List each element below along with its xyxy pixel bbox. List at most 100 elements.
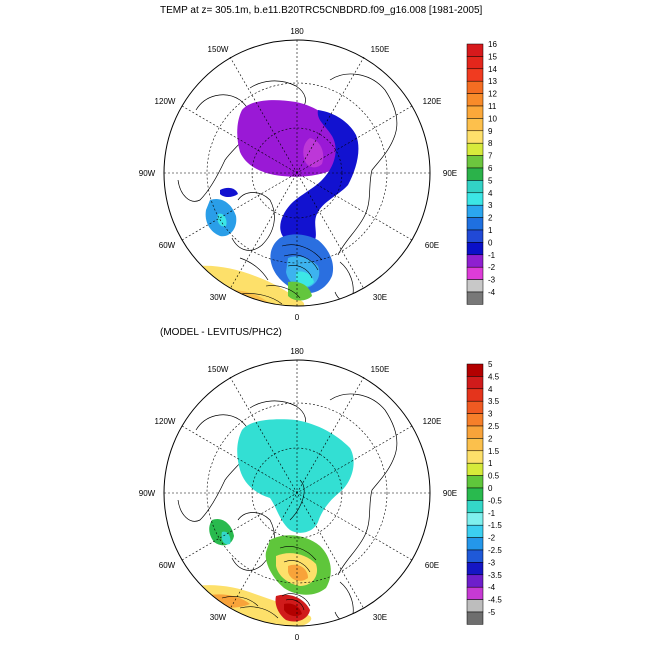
- colorbar-label: 11: [488, 102, 497, 111]
- map-bottom-boundary: [163, 359, 431, 627]
- map-bottom: 180 150E 120E 90E 60E 30E 0 30W 60W 90W …: [139, 347, 503, 642]
- colorbar-label: 2: [488, 434, 493, 443]
- colorbar-swatch: [466, 80, 484, 94]
- lon-label: 30W: [210, 293, 227, 302]
- colorbar-label: 1: [488, 226, 493, 235]
- lon-label: 150W: [208, 365, 229, 374]
- colorbar-label: -3: [488, 276, 496, 285]
- lon-label: 180: [290, 27, 304, 36]
- colorbar-swatch: [466, 279, 484, 293]
- colorbar-label: 1: [488, 459, 493, 468]
- colorbar-label: 3.5: [488, 397, 500, 406]
- colorbar-swatch: [466, 242, 484, 256]
- lon-labels-top: 180 150E 120E 90E 60E 30E 0 30W 60W 90W …: [139, 27, 457, 322]
- lon-label: 30W: [210, 613, 227, 622]
- colorbar-label: 0: [488, 484, 493, 493]
- lon-label: 60W: [159, 561, 176, 570]
- colorbar-label: -1: [488, 509, 496, 518]
- colorbar-swatch: [466, 487, 484, 501]
- map-top-boundary: [163, 39, 431, 307]
- colorbar-label: -2: [488, 534, 496, 543]
- colorbar-swatch: [466, 537, 484, 551]
- colorbar-swatch: [466, 204, 484, 218]
- panel-top-title: TEMP at z= 305.1m, b.e11.B20TRC5CNBDRD.f…: [160, 5, 483, 16]
- colorbar-bottom: 5 4.5 4 3.5 3 2.5 2 1.5 1 0.5 0 -0.5 -1 -1.5 -2 -2.5 -3 -…: [466, 360, 502, 625]
- lon-label: 120W: [155, 97, 176, 106]
- lon-label: 120E: [423, 97, 442, 106]
- lon-label: 60E: [425, 561, 439, 570]
- colorbar-label: 4: [488, 189, 493, 198]
- colorbar-label: 8: [488, 139, 493, 148]
- colorbar-label: 3: [488, 201, 493, 210]
- colorbar-swatch: [466, 611, 484, 625]
- colorbar-label: 7: [488, 152, 493, 161]
- lon-label: 0: [295, 313, 300, 322]
- coastline-top: [177, 73, 398, 303]
- colorbar-label: -2.5: [488, 546, 502, 555]
- lon-label: 90E: [443, 169, 457, 178]
- colorbar-swatch: [466, 574, 484, 588]
- colorbar-swatch: [466, 167, 484, 181]
- lon-label: 60W: [159, 241, 176, 250]
- colorbar-swatch: [466, 475, 484, 489]
- colorbar-label: 0.5: [488, 472, 500, 481]
- colorbar-label: 14: [488, 65, 497, 74]
- anomaly-labrador-cyan: [221, 531, 231, 545]
- colorbar-swatch: [466, 549, 484, 563]
- colorbar-label: 16: [488, 40, 497, 49]
- lon-label: 90E: [443, 489, 457, 498]
- colorbar-swatch: [466, 266, 484, 280]
- colorbar-swatch: [466, 363, 484, 377]
- colorbar-swatch: [466, 599, 484, 613]
- lon-label: 60E: [425, 241, 439, 250]
- colorbar-swatch: [466, 105, 484, 119]
- colorbar-swatch: [466, 68, 484, 82]
- colorbar-swatch: [466, 291, 484, 305]
- field-labrador-cyan: [217, 213, 227, 227]
- colorbar-label: 4: [488, 385, 493, 394]
- colorbar-swatch: [466, 192, 484, 206]
- field-darkblue-small: [220, 187, 238, 197]
- colorbar-label: -5: [488, 608, 496, 617]
- colorbar-label: 4.5: [488, 372, 500, 381]
- colorbar-label: 1.5: [488, 447, 500, 456]
- colorbar-swatch: [466, 400, 484, 414]
- colorbar-swatch: [466, 254, 484, 268]
- anomaly-atlantic-darkred: [284, 603, 302, 617]
- colorbar-label: -3: [488, 558, 496, 567]
- colorbar-swatch: [466, 93, 484, 107]
- lon-label: 150E: [371, 365, 390, 374]
- coastline-bottom: [177, 393, 398, 623]
- lon-label: 150W: [208, 45, 229, 54]
- field-cyan: [296, 271, 314, 287]
- panel-bottom-title: (MODEL - LEVITUS/PHC2): [160, 327, 282, 338]
- field-darkblue: [280, 110, 359, 247]
- lon-labels-bottom: 180 150E 120E 90E 60E 30E 0 30W 60W 90W …: [139, 347, 457, 642]
- colorbar-swatch: [466, 500, 484, 514]
- colorbar-label: -1: [488, 251, 496, 260]
- colorbar-swatch: [466, 450, 484, 464]
- colorbar-label: 6: [488, 164, 493, 173]
- colorbar-swatch: [466, 425, 484, 439]
- colorbar-swatch: [466, 413, 484, 427]
- colorbar-label: 2: [488, 214, 493, 223]
- lon-label: 180: [290, 347, 304, 356]
- lon-label: 30E: [373, 613, 387, 622]
- colorbar-swatch: [466, 376, 484, 390]
- colorbar-swatch: [466, 512, 484, 526]
- lon-label: 90W: [139, 489, 156, 498]
- colorbar-label: 5: [488, 176, 493, 185]
- colorbar-label: -4: [488, 583, 496, 592]
- anomaly-orange: [288, 564, 308, 581]
- lon-label: 0: [295, 633, 300, 642]
- colorbar-swatch: [466, 43, 484, 57]
- lon-label: 90W: [139, 169, 156, 178]
- colorbar-swatch: [466, 524, 484, 538]
- colorbar-swatch: [466, 388, 484, 402]
- colorbar-swatch: [466, 586, 484, 600]
- lon-label: 120W: [155, 417, 176, 426]
- lon-label: 120E: [423, 417, 442, 426]
- colorbar-swatch: [466, 142, 484, 156]
